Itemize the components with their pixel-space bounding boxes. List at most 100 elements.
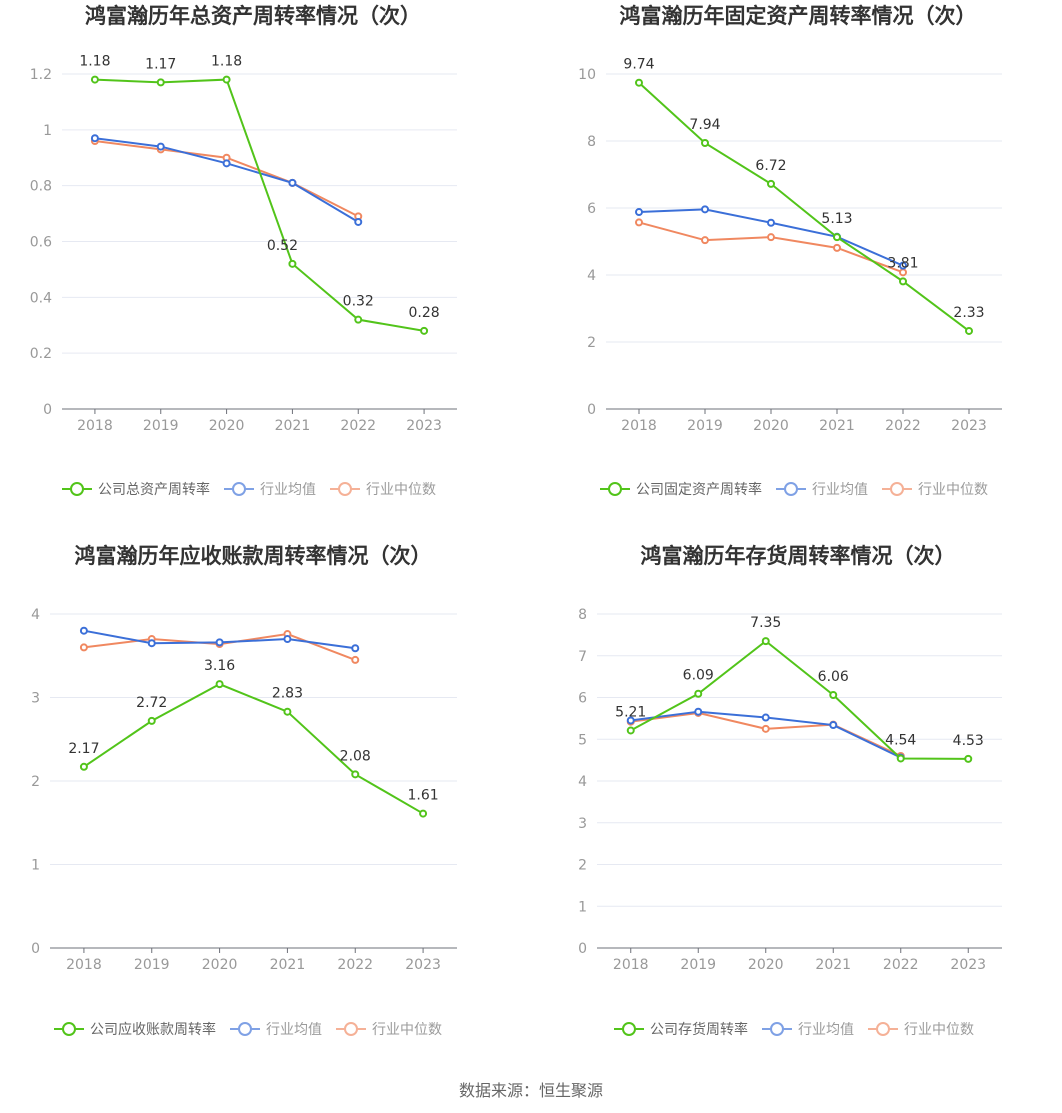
chart-title: 鸿富瀚历年固定资产周转率情况（次） [620, 4, 977, 28]
data-point-avg[interactable] [767, 218, 775, 227]
x-tick-label: 2020 [209, 418, 245, 434]
legend-marker [62, 1022, 76, 1036]
data-point-median[interactable] [79, 643, 88, 652]
data-point-company[interactable] [965, 326, 973, 335]
data-point-avg[interactable] [222, 159, 231, 168]
y-tick-label: 2 [31, 774, 40, 790]
series-line-avg [94, 137, 359, 223]
data-point-avg[interactable] [283, 635, 292, 644]
data-point-company[interactable] [761, 637, 770, 646]
data-point-company[interactable] [829, 690, 838, 699]
legend-marker [770, 1022, 784, 1036]
y-tick-label: 0 [578, 941, 587, 957]
x-tick-label: 2018 [613, 957, 649, 973]
data-label: 1.18 [79, 54, 110, 70]
data-point-company[interactable] [964, 754, 973, 763]
data-point-avg[interactable] [215, 638, 224, 647]
data-point-avg[interactable] [761, 713, 770, 722]
data-point-company[interactable] [222, 75, 231, 84]
y-tick-label: 2 [578, 858, 587, 874]
data-point-company[interactable] [420, 326, 429, 335]
data-point-company[interactable] [694, 689, 703, 698]
legend-item-median[interactable]: 行业中位数 [882, 482, 988, 498]
data-label: 4.54 [885, 732, 916, 748]
data-point-avg[interactable] [147, 639, 156, 648]
data-point-company[interactable] [767, 179, 775, 188]
data-point-avg[interactable] [626, 716, 635, 725]
legend-item-avg[interactable]: 行业均值 [224, 482, 316, 498]
y-tick-label: 8 [587, 134, 596, 150]
legend-item-company[interactable]: 公司总资产周转率 [62, 481, 210, 498]
data-point-company[interactable] [833, 233, 841, 242]
data-point-avg[interactable] [288, 178, 297, 187]
x-tick-label: 2020 [753, 418, 789, 434]
y-tick-label: 2 [587, 335, 596, 351]
legend-item-avg[interactable]: 行业均值 [776, 482, 868, 498]
y-tick-label: 0.6 [30, 235, 52, 251]
x-tick-label: 2018 [66, 957, 102, 973]
data-point-avg[interactable] [90, 134, 99, 143]
data-point-company[interactable] [701, 139, 709, 148]
data-point-company[interactable] [283, 707, 292, 716]
data-point-company[interactable] [351, 770, 360, 779]
legend-item-avg[interactable]: 行业均值 [230, 1022, 322, 1038]
legend-item-company[interactable]: 公司固定资产周转率 [600, 481, 762, 498]
x-tick-label: 2022 [340, 418, 376, 434]
data-point-avg[interactable] [829, 721, 838, 730]
legend-item-avg[interactable]: 行业均值 [762, 1022, 854, 1038]
legend-item-company[interactable]: 公司存货周转率 [614, 1021, 748, 1038]
data-point-median[interactable] [761, 724, 770, 733]
data-label: 0.28 [408, 305, 439, 321]
legend-marker [344, 1022, 358, 1036]
legend-label: 行业均值 [266, 1022, 322, 1038]
data-point-company[interactable] [896, 754, 905, 763]
data-point-company[interactable] [147, 716, 156, 725]
chart-title: 鸿富瀚历年总资产周转率情况（次） [85, 4, 421, 28]
legend-item-company[interactable]: 公司应收账款周转率 [54, 1021, 216, 1038]
data-point-company[interactable] [90, 75, 99, 84]
data-point-median[interactable] [351, 655, 360, 664]
data-point-company[interactable] [79, 762, 88, 771]
data-point-median[interactable] [833, 243, 841, 252]
data-point-avg[interactable] [635, 208, 643, 217]
data-point-company[interactable] [899, 277, 907, 286]
data-label: 6.72 [755, 158, 786, 174]
data-label: 4.53 [953, 733, 984, 749]
legend-item-median[interactable]: 行业中位数 [868, 1022, 974, 1038]
data-point-avg[interactable] [354, 217, 363, 226]
data-point-avg[interactable] [701, 205, 709, 214]
data-point-company[interactable] [288, 259, 297, 268]
data-point-avg[interactable] [156, 142, 165, 151]
data-point-avg[interactable] [351, 644, 360, 653]
series-line-company [638, 81, 970, 332]
data-point-company[interactable] [419, 809, 428, 818]
data-point-median[interactable] [767, 233, 775, 242]
x-tick-label: 2023 [950, 957, 986, 973]
data-point-company[interactable] [156, 78, 165, 87]
data-point-company[interactable] [635, 78, 643, 87]
y-tick-label: 0 [31, 941, 40, 957]
x-tick-label: 2019 [680, 957, 716, 973]
data-point-company[interactable] [354, 315, 363, 324]
data-point-median[interactable] [635, 218, 643, 227]
legend-label: 公司存货周转率 [650, 1021, 748, 1038]
data-label: 5.21 [615, 704, 646, 720]
x-tick-label: 2023 [951, 418, 987, 434]
data-point-avg[interactable] [79, 626, 88, 635]
legend-label: 行业均值 [260, 482, 316, 498]
data-point-median[interactable] [701, 236, 709, 245]
x-tick-label: 2019 [134, 957, 170, 973]
data-point-company[interactable] [215, 680, 224, 689]
data-label: 1.61 [407, 788, 438, 804]
x-tick-label: 2020 [202, 957, 238, 973]
series-line-company [94, 78, 425, 332]
data-label: 3.16 [204, 658, 235, 674]
y-tick-label: 1 [31, 858, 40, 874]
x-tick-label: 2023 [405, 957, 441, 973]
legend-item-median[interactable]: 行业中位数 [330, 482, 436, 498]
data-point-company[interactable] [626, 726, 635, 735]
x-tick-label: 2022 [337, 957, 373, 973]
legend-item-median[interactable]: 行业中位数 [336, 1022, 442, 1038]
data-point-avg[interactable] [694, 707, 703, 716]
data-point-avg[interactable] [899, 261, 907, 270]
